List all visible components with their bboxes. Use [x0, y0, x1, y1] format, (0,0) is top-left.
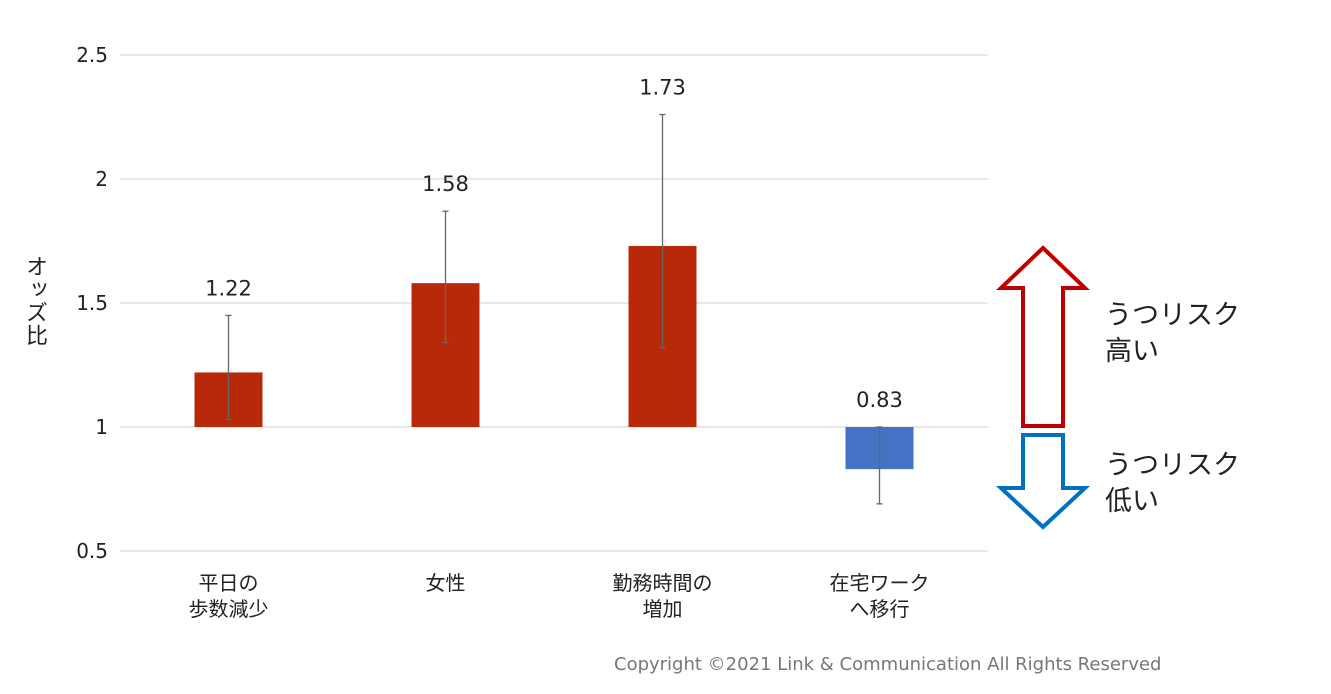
risk-high-label-line1: うつリスク: [1105, 300, 1240, 331]
data-label: 1.58: [422, 172, 469, 196]
risk-low-label-line1: うつリスク: [1105, 450, 1240, 481]
y-tick-label: 1: [95, 415, 108, 439]
risk-high-label-line2: 高い: [1105, 336, 1159, 367]
category-label: 勤務時間の: [613, 571, 713, 595]
risk-high-arrow: [996, 245, 1090, 428]
category-label: へ移行: [850, 597, 910, 621]
y-tick-label: 1.5: [76, 291, 108, 315]
y-tick-label: 2.5: [76, 43, 108, 67]
data-label: 1.22: [205, 276, 252, 300]
risk-low-label-line2: 低い: [1105, 486, 1159, 517]
data-label: 1.73: [639, 76, 686, 100]
category-label: 在宅ワーク: [830, 571, 930, 595]
risk-low-arrow: [995, 433, 1091, 530]
copyright-notice: Copyright ©2021 Link & Communication All…: [614, 654, 1162, 675]
data-label: 0.83: [856, 388, 903, 412]
category-label: 歩数減少: [189, 597, 269, 621]
category-label: 平日の: [199, 571, 259, 595]
category-label: 増加: [643, 597, 683, 621]
risk-high-label: うつリスク 高い: [1105, 298, 1240, 370]
category-label: 女性: [426, 571, 466, 595]
risk-low-label: うつリスク 低い: [1105, 448, 1240, 520]
y-axis-label: オッズ比: [22, 255, 47, 347]
y-tick-label: 0.5: [76, 539, 108, 563]
y-tick-label: 2: [95, 167, 108, 191]
